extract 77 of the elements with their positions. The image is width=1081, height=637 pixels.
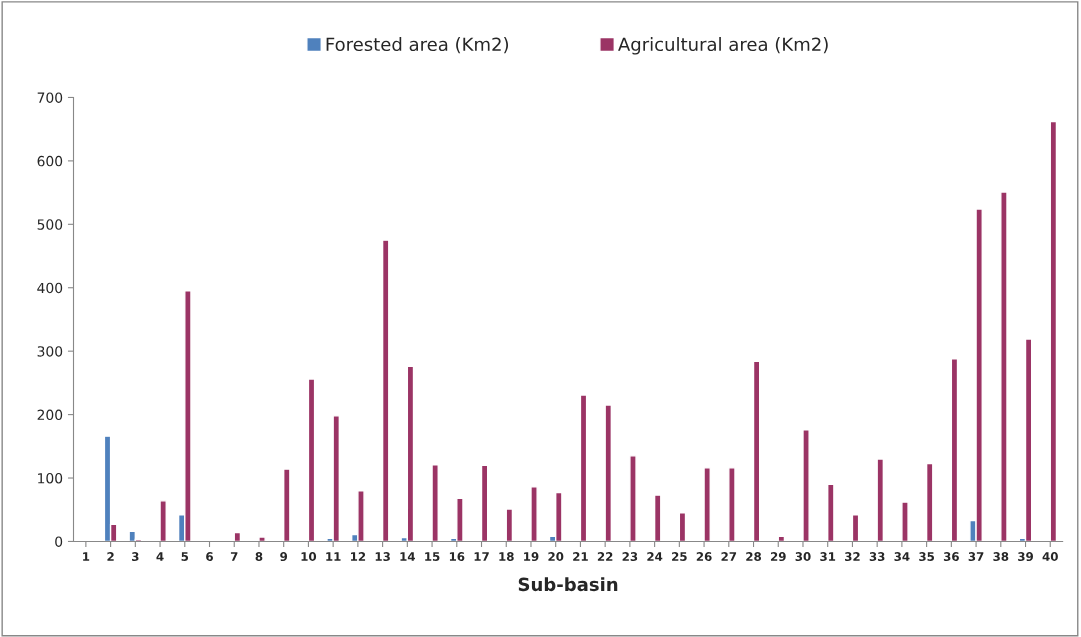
x-tick-label: 31 <box>820 552 836 561</box>
x-tick-label: 10 <box>301 552 317 561</box>
x-tick-label: 19 <box>524 552 539 561</box>
x-tick-label: 4 <box>156 552 164 561</box>
bar <box>678 512 687 542</box>
bar <box>901 501 909 542</box>
y-tick-label: 700 <box>37 92 63 103</box>
bar <box>604 404 613 542</box>
x-tick-label: 7 <box>230 552 238 561</box>
x-tick-label: 6 <box>206 552 213 561</box>
x-tick-label: 17 <box>474 552 489 561</box>
x-tick-label: 20 <box>548 552 564 561</box>
bar <box>431 464 439 542</box>
bar <box>925 462 934 542</box>
x-tick-label: 22 <box>597 552 613 561</box>
x-tick-label: 38 <box>993 552 1009 561</box>
bar <box>381 239 390 542</box>
x-tick-label: 21 <box>573 552 588 561</box>
bar <box>802 429 810 542</box>
x-tick-label: 14 <box>400 552 416 561</box>
bar <box>1000 191 1008 542</box>
legend-label: Agricultural area (Km2) <box>618 37 828 55</box>
y-tick-label: 500 <box>37 219 63 230</box>
y-tick-label: 200 <box>37 409 63 421</box>
bar <box>653 494 662 542</box>
x-tick-label: 39 <box>1018 552 1033 561</box>
bar <box>752 360 761 542</box>
x-tick-label: 3 <box>132 552 139 561</box>
y-tick-label: 0 <box>55 536 63 547</box>
x-tick-label: 26 <box>696 552 712 561</box>
bar <box>827 483 835 542</box>
bar <box>530 486 538 542</box>
bar <box>728 467 736 542</box>
x-tick-label: 27 <box>721 552 737 561</box>
y-tick-label: 600 <box>37 155 63 167</box>
y-tick-label: 300 <box>37 346 63 357</box>
x-tick-label: 18 <box>499 552 514 561</box>
x-tick-label: 30 <box>795 552 811 561</box>
x-tick-label: 11 <box>326 552 341 561</box>
x-tick-label: 33 <box>869 552 885 561</box>
x-tick-label: 13 <box>375 552 390 561</box>
bar <box>950 358 959 542</box>
bar <box>258 536 266 542</box>
x-tick-label: 40 <box>1042 552 1058 561</box>
x-tick-label: 25 <box>672 552 687 561</box>
x-tick-label: 34 <box>894 552 910 561</box>
legend-label: Forested area (Km2) <box>326 37 509 54</box>
x-tick-label: 36 <box>943 552 959 561</box>
bar <box>876 458 885 542</box>
bar <box>851 514 860 542</box>
x-tick-label: 37 <box>968 552 984 561</box>
bar <box>480 464 489 542</box>
bar <box>629 455 637 542</box>
x-axis-title: Sub-basin <box>518 577 618 592</box>
x-tick-label: 1 <box>83 552 90 561</box>
x-tick-label: 9 <box>280 552 288 561</box>
x-tick-label: 2 <box>107 552 114 561</box>
y-tick-label: 100 <box>38 472 63 484</box>
y-tick-label: 400 <box>37 282 63 294</box>
x-tick-label: 24 <box>647 552 663 561</box>
bar <box>159 500 167 542</box>
x-tick-label: 35 <box>919 552 935 561</box>
x-tick-label: 5 <box>181 552 189 561</box>
x-tick-label: 28 <box>746 552 762 561</box>
bar <box>579 394 588 542</box>
bar <box>505 508 514 542</box>
x-tick-label: 8 <box>255 552 263 561</box>
bar <box>1049 120 1058 542</box>
x-tick-label: 15 <box>425 552 440 561</box>
x-tick-label: 23 <box>622 552 638 561</box>
x-tick-label: 29 <box>770 552 786 561</box>
x-tick-label: 32 <box>845 552 860 561</box>
x-tick-label: 16 <box>449 552 465 561</box>
bar <box>282 468 291 542</box>
x-tick-label: 12 <box>351 552 366 561</box>
bar <box>307 378 316 542</box>
bar <box>703 467 711 542</box>
